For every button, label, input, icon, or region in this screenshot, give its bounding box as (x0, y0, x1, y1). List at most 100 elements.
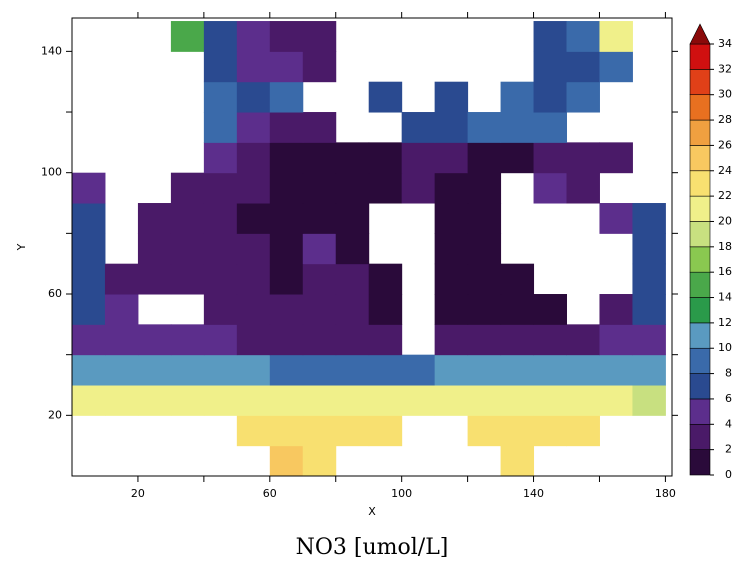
cell (335, 142, 370, 174)
cell (500, 324, 535, 356)
cell (632, 233, 666, 265)
colorbar-tick-label: 22 (718, 189, 732, 202)
cell (170, 324, 205, 356)
cell (203, 172, 238, 204)
cell (302, 51, 337, 83)
cell (203, 385, 238, 416)
cell (269, 112, 304, 143)
cell (72, 233, 106, 265)
colorbar-bin (689, 271, 711, 298)
colorbar-bin (689, 195, 711, 222)
x-tick-label: 180 (655, 487, 676, 500)
colorbar-tick-label: 4 (725, 417, 732, 430)
cell (599, 294, 633, 325)
cell (203, 203, 238, 234)
cell (533, 324, 568, 356)
cell (434, 172, 469, 204)
cell (170, 385, 205, 416)
chart-title: NO3 [umol/L] (296, 535, 449, 560)
x-tick-label: 140 (523, 487, 544, 500)
cell (401, 354, 436, 386)
cell (72, 203, 106, 234)
colorbar-tick-label: 10 (718, 341, 732, 354)
colorbar-bin (689, 373, 711, 400)
y-tick-label: 140 (41, 44, 62, 57)
colorbar-tick-label: 30 (718, 88, 732, 101)
colorbar-tick-label: 12 (718, 316, 732, 329)
colorbar-tick-label: 34 (718, 37, 732, 50)
colorbar-tick-label: 6 (725, 392, 732, 405)
cell (632, 294, 666, 325)
cell (434, 203, 469, 234)
cell (434, 81, 469, 113)
cell (599, 142, 633, 174)
cell (599, 203, 633, 234)
cell (467, 415, 502, 447)
cell (335, 324, 370, 356)
cell (632, 324, 666, 356)
cell (401, 142, 436, 174)
cell (72, 354, 106, 386)
cell (599, 385, 633, 416)
cell (434, 385, 469, 416)
cell (566, 172, 600, 204)
cell (368, 142, 403, 174)
colorbar-bin (689, 221, 711, 248)
colorbar-tick-label: 16 (718, 265, 732, 278)
cell (104, 294, 139, 325)
cell (269, 172, 304, 204)
cell (467, 233, 502, 265)
cell (302, 354, 337, 386)
cell (203, 263, 238, 295)
x-tick-label: 60 (263, 487, 277, 500)
cell (104, 324, 139, 356)
colorbar-tick-label: 2 (725, 443, 732, 456)
colorbar-bin (689, 449, 711, 476)
cell (599, 51, 633, 83)
cell (302, 263, 337, 295)
cell (599, 21, 633, 52)
cell (170, 354, 205, 386)
cell (566, 51, 600, 83)
cell (467, 354, 502, 386)
cell (335, 263, 370, 295)
cell (236, 21, 271, 52)
cell (269, 294, 304, 325)
cell (401, 385, 436, 416)
cell (269, 385, 304, 416)
cell (236, 233, 271, 265)
colorbar-bin (689, 297, 711, 324)
cell (368, 81, 403, 113)
cell (302, 142, 337, 174)
cell (137, 385, 172, 416)
x-axis-label: X (368, 505, 376, 518)
cell (236, 142, 271, 174)
cell (467, 385, 502, 416)
cell (566, 415, 600, 447)
cell (632, 385, 666, 416)
cell (335, 354, 370, 386)
cell (335, 294, 370, 325)
cell (632, 263, 666, 295)
colorbar-tick-label: 28 (718, 113, 732, 126)
cell (236, 263, 271, 295)
cell (632, 203, 666, 234)
cell (302, 21, 337, 52)
cell (632, 354, 666, 386)
cell (236, 415, 271, 447)
colorbar-tick-label: 8 (725, 367, 732, 380)
colorbar-bin (689, 119, 711, 146)
cell (533, 112, 568, 143)
cell (104, 385, 139, 416)
cell (203, 324, 238, 356)
cell (500, 415, 535, 447)
cell (170, 203, 205, 234)
cell (500, 142, 535, 174)
cell (269, 354, 304, 386)
cell (500, 112, 535, 143)
cell (368, 294, 403, 325)
cell (72, 385, 106, 416)
y-axis-label: Y (15, 243, 28, 251)
colorbar-bin (689, 145, 711, 172)
